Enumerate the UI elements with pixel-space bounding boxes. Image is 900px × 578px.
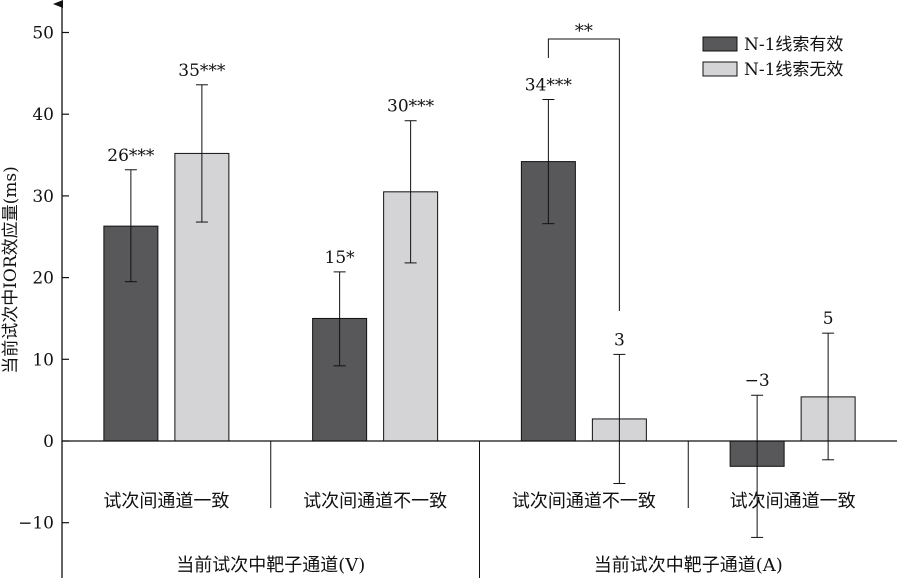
legend: N-1线索有效 N-1线索无效 — [702, 35, 843, 80]
group-label: 当前试次中靶子通道(V) — [176, 555, 365, 576]
significance-label: ** — [575, 21, 593, 42]
bar-value-label: 26*** — [107, 146, 155, 166]
bar-value-label: 5 — [823, 309, 834, 329]
bar-value-label: 3 — [614, 330, 625, 350]
y-axis-title: 当前试次中IOR效应量(ms) — [1, 166, 21, 374]
y-tick-label: 40 — [32, 105, 54, 125]
y-tick-label: 0 — [43, 432, 54, 452]
category-label: 试次间通道一致 — [730, 491, 856, 512]
group-label: 当前试次中靶子通道(A) — [594, 555, 783, 576]
error-bars — [124, 84, 835, 538]
bar-value-label: −3 — [745, 371, 770, 391]
category-label: 试次间通道一致 — [103, 491, 229, 512]
legend-label: N-1线索有效 — [744, 35, 843, 55]
legend-swatch — [702, 61, 738, 77]
significance-bracket: ** — [547, 21, 620, 311]
bar-value-label: 35*** — [178, 61, 226, 81]
y-tick-label: −10 — [18, 514, 54, 534]
legend-swatch — [702, 36, 738, 52]
y-axis-ticks: 50 40 30 20 10 0 −10 — [18, 24, 69, 534]
bar-value-label: 30*** — [387, 97, 435, 117]
bars — [103, 152, 856, 467]
y-tick-label: 10 — [32, 350, 54, 370]
y-tick-label: 50 — [32, 24, 54, 44]
bar-value-label: 34*** — [525, 75, 573, 95]
bar-value-label: 15* — [325, 248, 356, 268]
legend-label: N-1线索无效 — [744, 60, 843, 80]
significance-bracket-line — [547, 38, 620, 311]
y-tick-label: 30 — [32, 187, 54, 207]
category-label: 试次间通道不一致 — [303, 491, 447, 512]
category-label: 试次间通道不一致 — [512, 491, 656, 512]
bar-value-labels: 26*** 15* 34*** −3 35*** 30*** 3 5 — [107, 61, 833, 391]
y-tick-label: 20 — [32, 269, 54, 289]
x-axis: 试次间通道一致 试次间通道不一致 试次间通道不一致 试次间通道一致当前试次中靶子通道(… — [62, 440, 897, 578]
